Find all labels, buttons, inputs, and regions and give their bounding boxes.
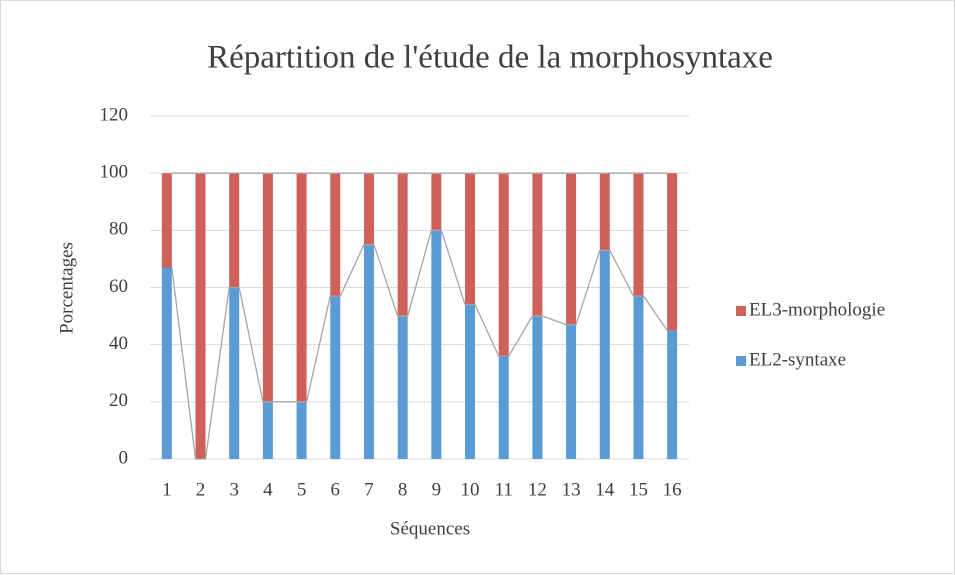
bar-segment [397, 316, 408, 459]
bar-segment [532, 173, 543, 317]
legend-label: EL2-syntaxe [749, 349, 846, 370]
x-tick-label: 13 [562, 479, 581, 500]
x-tick-label: 8 [398, 479, 408, 500]
y-axis-label: Porcentages [56, 242, 77, 334]
legend-swatch [736, 306, 746, 316]
x-tick-label: 4 [263, 479, 273, 500]
x-tick-label: 12 [528, 479, 547, 500]
bar-segment [195, 173, 206, 459]
bar-segment [296, 401, 307, 459]
y-tick-label: 100 [100, 162, 129, 183]
bar-segment [363, 244, 374, 459]
bar-segment [229, 287, 240, 459]
bar-segment [363, 173, 374, 245]
x-axis-label: Séquences [390, 518, 470, 539]
x-tick-label: 9 [432, 479, 442, 500]
bar-segment [532, 316, 543, 459]
y-tick-label: 60 [109, 276, 128, 297]
y-tick-label: 20 [109, 390, 128, 411]
bar-segment [330, 296, 341, 459]
bar-segment [397, 173, 408, 317]
series-line [171, 229, 668, 460]
bar-segment [431, 230, 442, 459]
x-tick-label: 16 [663, 479, 682, 500]
bar-segment [633, 173, 644, 297]
bar-segment [498, 173, 509, 357]
legend-label: EL3-morphologie [749, 299, 885, 320]
x-tick-label: 2 [196, 479, 206, 500]
bar-segment [296, 173, 307, 402]
bar-segment [633, 296, 644, 459]
bar-segment [599, 173, 610, 251]
bar-segment [566, 173, 577, 325]
bar-segment [161, 173, 172, 268]
chart-title: Répartition de l'étude de la morphosynta… [207, 40, 773, 76]
x-tick-label: 15 [629, 479, 648, 500]
x-tick-label: 10 [461, 479, 480, 500]
bar-segment [566, 324, 577, 459]
bar-segment [330, 173, 341, 297]
x-tick-label: 5 [297, 479, 307, 500]
x-tick-label: 3 [229, 479, 239, 500]
x-tick-label: 14 [595, 479, 615, 500]
y-tick-label: 40 [109, 333, 128, 354]
y-tick-label: 80 [109, 219, 128, 240]
x-tick-label: 6 [331, 479, 341, 500]
bar-segment [465, 173, 476, 305]
bar-segment [667, 173, 678, 331]
y-tick-label: 0 [119, 447, 129, 468]
legend-swatch [736, 356, 746, 366]
x-tick-label: 11 [495, 479, 513, 500]
bar-segment [161, 267, 172, 459]
bar-segment [262, 401, 273, 459]
bar-segment [498, 356, 509, 459]
bar-segment [465, 304, 476, 459]
bar-segment [229, 173, 240, 288]
bar-segment [599, 250, 610, 459]
x-tick-label: 1 [162, 479, 172, 500]
bar-segment [667, 330, 678, 459]
x-tick-label: 7 [364, 479, 374, 500]
bar-segment [262, 173, 273, 402]
y-tick-label: 120 [100, 104, 129, 125]
bar-segment [431, 173, 442, 231]
